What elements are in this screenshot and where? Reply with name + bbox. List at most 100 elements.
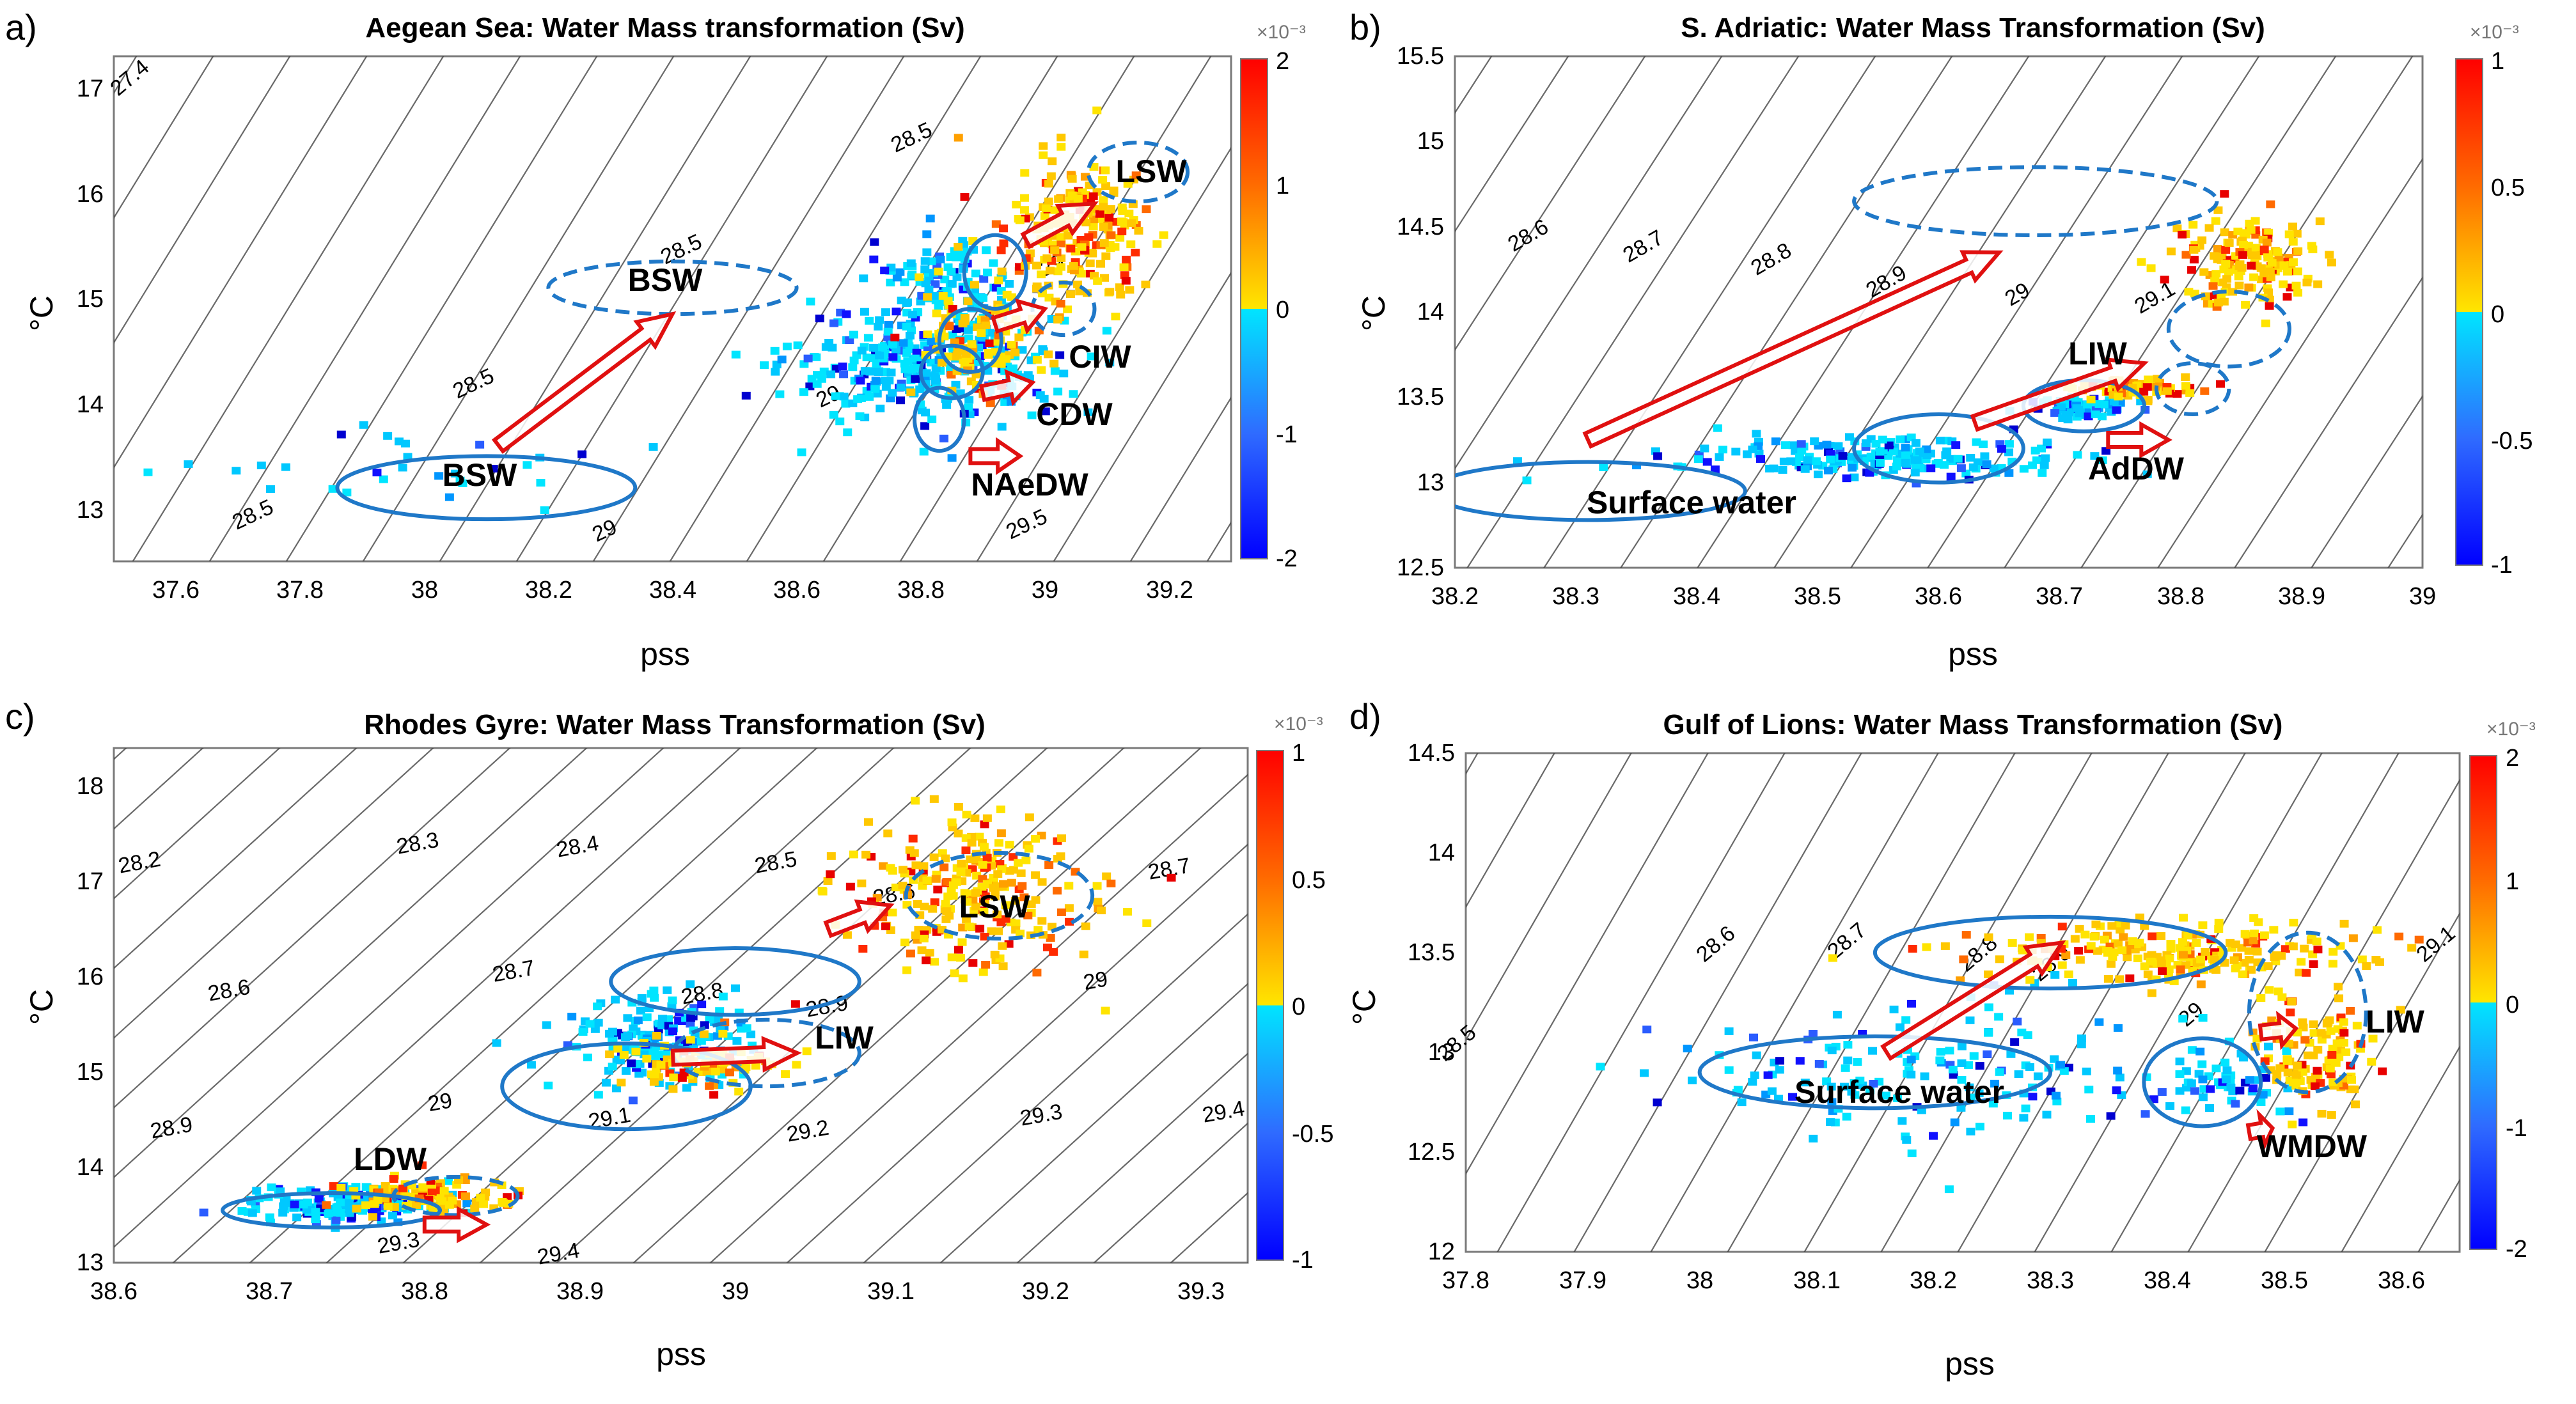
scatter-point	[1088, 222, 1098, 231]
scatter-point	[434, 472, 444, 480]
isopycnal-line	[1455, 56, 1723, 470]
isopycnal-line	[1543, 56, 1876, 568]
scatter-point	[2094, 400, 2104, 408]
scatter-point	[947, 818, 957, 827]
scatter-point	[1102, 327, 1111, 335]
scatter-point	[2291, 281, 2301, 290]
scatter-point	[1828, 954, 1837, 962]
scatter-point	[931, 377, 940, 385]
scatter-point	[2222, 1075, 2231, 1084]
y-tick-labels: 12.5 13 13.5 14 14.5 15 15.5	[1397, 43, 1444, 581]
scatter-point	[1910, 456, 1920, 464]
scatter-point	[1875, 458, 1885, 467]
scatter-point	[1767, 1087, 1777, 1095]
scatter-point	[1855, 1076, 1865, 1084]
scatter-point	[1946, 472, 1956, 481]
x-tick-label: 38.6	[773, 577, 821, 604]
scatter-point	[829, 319, 839, 327]
scatter-point	[1131, 249, 1140, 257]
transformation-arrow	[2106, 421, 2172, 459]
scatter-point	[2213, 206, 2223, 214]
scatter-point	[996, 918, 1006, 926]
scatter-point	[741, 1063, 751, 1072]
scatter-point	[623, 1014, 632, 1022]
isopycnal-line	[362, 56, 675, 561]
scatter-point	[1715, 453, 1724, 461]
scatter-point	[1844, 433, 1854, 441]
scatter-point	[886, 368, 896, 377]
water-mass-ellipse	[913, 386, 966, 453]
scatter-point	[849, 850, 858, 859]
scatter-point	[2189, 246, 2199, 254]
scatter-point	[336, 1183, 346, 1192]
scatter-point	[989, 259, 998, 267]
scatter-point	[2190, 1087, 2200, 1095]
scatter-point	[1104, 214, 1114, 222]
scatter-point	[930, 958, 939, 966]
scatter-point	[2221, 260, 2231, 268]
panel-b: b) S. Adriatic: Water Mass Transformatio…	[1349, 7, 2533, 672]
scatter-point	[1048, 157, 1057, 166]
scatter-point	[1786, 457, 1796, 465]
scatter-point	[1693, 455, 1703, 464]
y-tick-label: 13.5	[1408, 939, 1455, 966]
scatter-point	[1039, 151, 1048, 159]
transformation-arrow	[968, 437, 1024, 476]
scatter-point	[2220, 228, 2229, 237]
water-mass-label: BSW	[628, 262, 703, 298]
isopycnal-line	[2080, 56, 2414, 568]
scatter-point	[1032, 282, 1042, 290]
scatter-point	[1975, 1062, 1984, 1070]
scatter-point	[1053, 887, 1062, 895]
scatter-point	[906, 388, 916, 396]
scatter-point	[1653, 1098, 1662, 1107]
scatter-point	[2051, 1091, 2061, 1100]
x-tick-label: 39	[1032, 577, 1058, 604]
scatter-point	[232, 467, 241, 475]
scatter-point	[1069, 261, 1078, 270]
scatter-point	[890, 333, 900, 341]
scatter-point	[842, 931, 852, 939]
scatter-point	[860, 308, 869, 316]
scatter-point	[731, 350, 741, 359]
scatter-point	[1788, 1093, 1798, 1101]
scatter-point	[2251, 244, 2261, 252]
scatter-point	[1902, 1135, 1912, 1144]
isopycnal-lines	[114, 748, 1248, 1263]
y-tick-label: 15	[1417, 128, 1444, 155]
scatter-point	[929, 292, 939, 300]
scatter-point	[1984, 970, 1993, 978]
scatter-point	[1032, 969, 1042, 977]
water-mass-ellipse	[391, 1174, 520, 1217]
scatter-point	[888, 909, 897, 917]
scatter-point	[922, 230, 932, 238]
colorbar-exponent: ×10⁻³	[1257, 22, 1306, 43]
scatter-point	[1702, 458, 1712, 466]
water-mass-ellipse	[1873, 914, 2228, 991]
scatter-point	[1126, 240, 1136, 249]
scatter-point	[881, 308, 890, 316]
water-mass-ellipse	[1697, 1034, 2053, 1111]
scatter-point	[964, 923, 974, 931]
scatter-point	[1984, 933, 1993, 941]
scatter-point	[2264, 228, 2274, 237]
x-tick-label: 39.2	[1022, 1278, 1069, 1305]
scatter-point	[1053, 315, 1063, 324]
colorbar-tick: 2	[1276, 48, 1289, 75]
scatter-point	[1046, 172, 1056, 180]
isopycnal-lines	[114, 56, 1231, 561]
scatter-point	[256, 461, 266, 469]
scatter-point	[829, 410, 838, 419]
isopycnal-line	[2553, 436, 2576, 1401]
water-mass-ellipse	[937, 307, 1003, 374]
scatter-point	[835, 417, 845, 426]
scatter-point	[2222, 1066, 2232, 1074]
scatter-point	[932, 309, 941, 318]
scatter-point	[613, 1045, 623, 1053]
scatter-point	[2266, 200, 2275, 208]
isopycnal-line	[114, 56, 291, 344]
scatter-point	[1907, 1149, 1917, 1157]
scatter-point	[888, 340, 898, 348]
scatter-point	[905, 846, 915, 854]
scatter-point	[1040, 212, 1049, 220]
